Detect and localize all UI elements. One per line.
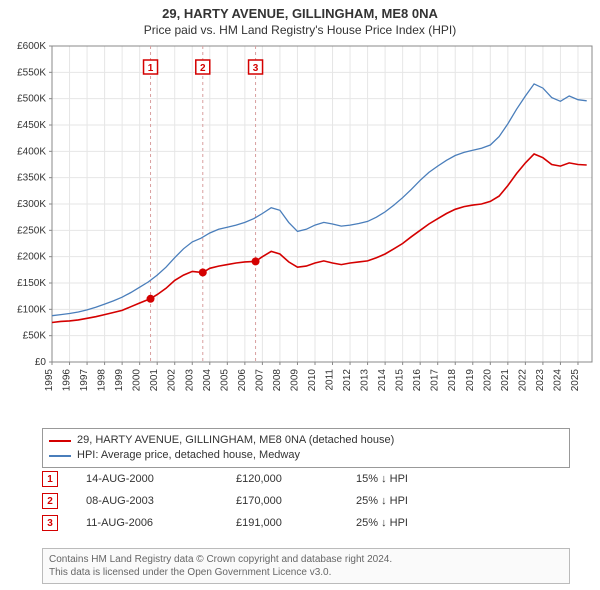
transaction-marker-number: 3 (253, 63, 259, 74)
y-tick-label: £0 (35, 357, 47, 368)
header: 29, HARTY AVENUE, GILLINGHAM, ME8 0NA Pr… (0, 0, 600, 37)
transaction-row: 1 14-AUG-2000£120,00015% ↓ HPI (42, 468, 408, 490)
y-tick-label: £150K (17, 278, 46, 289)
x-tick-label: 2010 (307, 369, 318, 392)
chart-container: 29, HARTY AVENUE, GILLINGHAM, ME8 0NA Pr… (0, 0, 600, 590)
legend-row: HPI: Average price, detached house, Medw… (49, 448, 563, 463)
page-title: 29, HARTY AVENUE, GILLINGHAM, ME8 0NA (0, 6, 600, 21)
x-tick-label: 2017 (430, 369, 441, 392)
x-tick-label: 2011 (325, 369, 336, 391)
x-tick-label: 2023 (535, 369, 546, 392)
x-tick-label: 2015 (395, 369, 406, 392)
x-tick-label: 2022 (517, 369, 528, 392)
x-tick-label: 2020 (482, 369, 493, 392)
x-tick-label: 2013 (360, 369, 371, 392)
x-tick-label: 2018 (447, 369, 458, 392)
y-tick-label: £450K (17, 120, 46, 131)
x-tick-label: 2003 (184, 369, 195, 392)
transaction-row-marker: 3 (42, 515, 58, 531)
x-tick-label: 1995 (44, 369, 55, 392)
x-tick-label: 2007 (254, 369, 265, 392)
y-tick-label: £100K (17, 304, 46, 315)
legend-swatch (49, 440, 71, 442)
transaction-row-marker: 1 (42, 471, 58, 487)
y-tick-label: £350K (17, 173, 46, 184)
transaction-delta: 25% ↓ HPI (356, 495, 408, 507)
y-tick-label: £200K (17, 252, 46, 263)
transaction-price: £170,000 (236, 495, 356, 507)
x-tick-label: 2009 (289, 369, 300, 392)
chart: £0 £50K £100K £150K £200K £250K £300K £350K £400… (0, 42, 600, 422)
y-tick-label: £550K (17, 67, 46, 78)
page-subtitle: Price paid vs. HM Land Registry's House … (0, 23, 600, 37)
x-tick-label: 2014 (377, 369, 388, 392)
x-tick-label: 2012 (342, 369, 353, 392)
x-tick-label: 2021 (500, 369, 511, 392)
transactions-table: 1 14-AUG-2000£120,00015% ↓ HPI 2 08-AUG-200… (42, 468, 408, 534)
y-tick-label: £400K (17, 146, 46, 157)
y-tick-label: £500K (17, 94, 46, 105)
transaction-delta: 25% ↓ HPI (356, 517, 408, 529)
x-tick-label: 1996 (62, 369, 73, 392)
x-tick-label: 2008 (272, 369, 283, 392)
y-tick-label: £600K (17, 42, 46, 52)
x-tick-label: 1997 (79, 369, 90, 392)
transaction-row-marker: 2 (42, 493, 58, 509)
transaction-price: £120,000 (236, 473, 356, 485)
footer-line-1: Contains HM Land Registry data © Crown c… (49, 553, 563, 566)
transaction-marker-number: 2 (200, 63, 206, 74)
x-tick-label: 1999 (114, 369, 125, 392)
x-tick-label: 1998 (97, 369, 108, 392)
legend: 29, HARTY AVENUE, GILLINGHAM, ME8 0NA (d… (42, 428, 570, 468)
footer-line-2: This data is licensed under the Open Gov… (49, 566, 563, 579)
x-tick-label: 2006 (237, 369, 248, 392)
x-tick-label: 2016 (412, 369, 423, 392)
x-tick-label: 2025 (570, 369, 581, 392)
transaction-marker-number: 1 (148, 63, 154, 74)
x-tick-label: 2005 (219, 369, 230, 392)
transaction-delta: 15% ↓ HPI (356, 473, 408, 485)
x-tick-label: 2024 (552, 369, 563, 392)
x-tick-label: 2002 (167, 369, 178, 392)
transaction-date: 08-AUG-2003 (86, 495, 236, 507)
transaction-price: £191,000 (236, 517, 356, 529)
y-tick-label: £250K (17, 225, 46, 236)
legend-swatch (49, 455, 71, 457)
chart-svg: £0 £50K £100K £150K £200K £250K £300K £350K £400… (0, 42, 600, 422)
transaction-date: 14-AUG-2000 (86, 473, 236, 485)
y-tick-label: £300K (17, 199, 46, 210)
legend-label: 29, HARTY AVENUE, GILLINGHAM, ME8 0NA (d… (77, 433, 394, 448)
x-tick-label: 2001 (149, 369, 160, 392)
legend-label: HPI: Average price, detached house, Medw… (77, 448, 300, 463)
transaction-date: 11-AUG-2006 (86, 517, 236, 529)
x-tick-label: 2000 (132, 369, 143, 392)
footer-attribution: Contains HM Land Registry data © Crown c… (42, 548, 570, 584)
x-tick-label: 2004 (202, 369, 213, 392)
transaction-row: 3 11-AUG-2006£191,00025% ↓ HPI (42, 512, 408, 534)
legend-row: 29, HARTY AVENUE, GILLINGHAM, ME8 0NA (d… (49, 433, 563, 448)
y-tick-label: £50K (23, 331, 47, 342)
x-tick-label: 2019 (465, 369, 476, 392)
transaction-row: 2 08-AUG-2003£170,00025% ↓ HPI (42, 490, 408, 512)
